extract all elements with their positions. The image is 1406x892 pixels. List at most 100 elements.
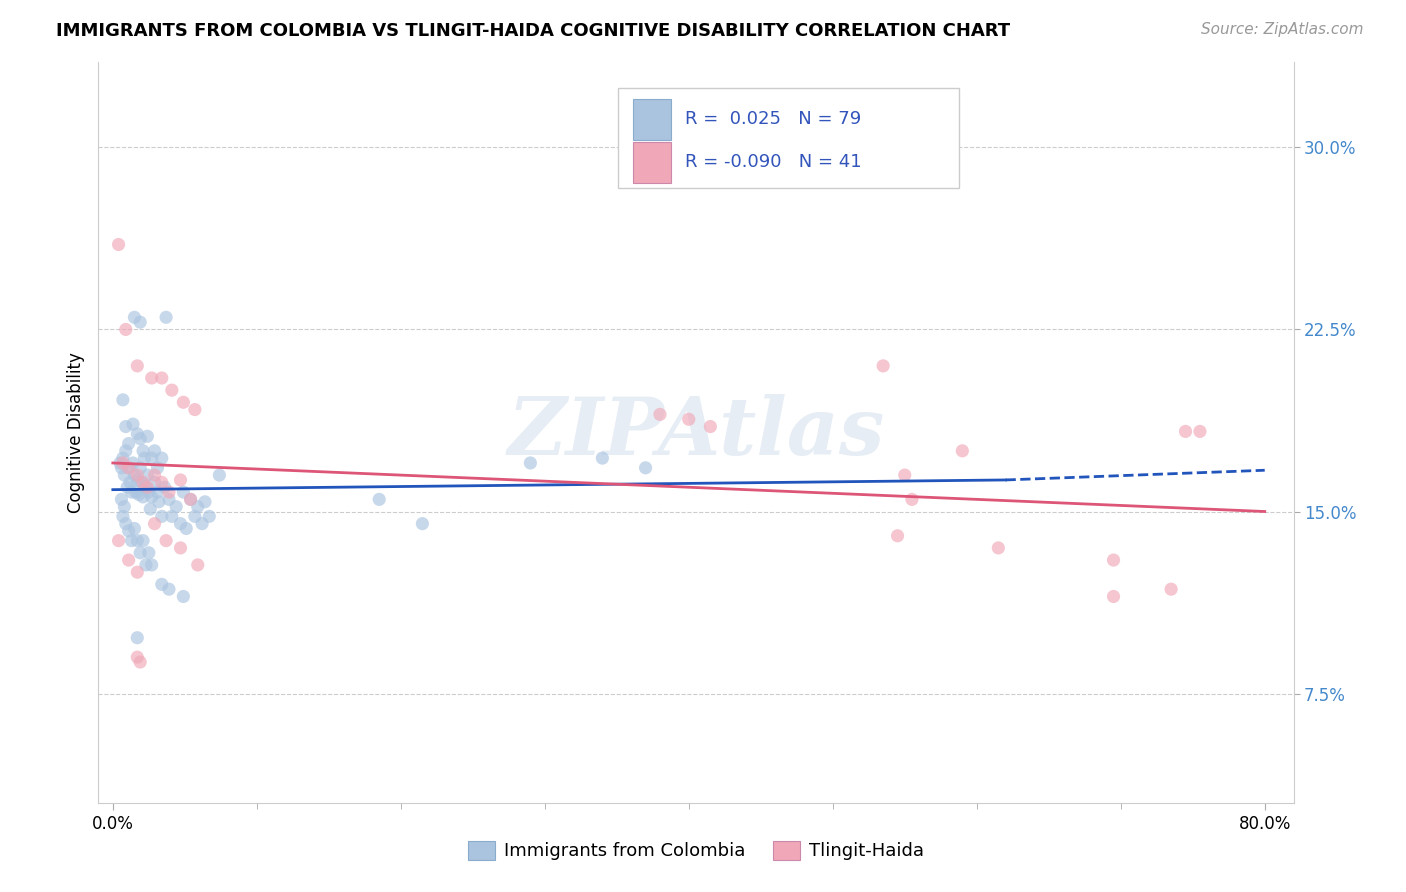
Point	[118, 460, 141, 475]
Point	[368, 492, 391, 507]
Point	[132, 533, 155, 548]
Point	[118, 436, 141, 450]
Point	[143, 475, 166, 490]
Text: R =  0.025   N = 79: R = 0.025 N = 79	[685, 111, 862, 128]
Point	[150, 451, 173, 466]
Point	[122, 456, 145, 470]
Point	[141, 490, 163, 504]
Point	[411, 516, 433, 531]
Point	[132, 475, 155, 490]
Point	[125, 485, 148, 500]
Point	[127, 468, 149, 483]
Y-axis label: Cognitive Disability: Cognitive Disability	[66, 352, 84, 513]
Point	[1102, 590, 1125, 604]
Point	[135, 480, 157, 494]
Point	[129, 315, 152, 329]
Point	[111, 451, 134, 466]
Point	[191, 516, 214, 531]
Point	[143, 516, 166, 531]
Point	[165, 500, 187, 514]
Point	[135, 558, 157, 572]
Point	[160, 383, 183, 397]
Text: IMMIGRANTS FROM COLOMBIA VS TLINGIT-HAIDA COGNITIVE DISABILITY CORRELATION CHART: IMMIGRANTS FROM COLOMBIA VS TLINGIT-HAID…	[56, 22, 1011, 40]
Point	[127, 631, 149, 645]
Point	[172, 485, 194, 500]
Point	[155, 310, 177, 325]
Point	[136, 480, 159, 494]
Point	[134, 451, 156, 466]
Point	[127, 473, 149, 487]
Point	[111, 509, 134, 524]
Point	[146, 485, 169, 500]
Point	[174, 521, 197, 535]
Point	[129, 460, 152, 475]
Point	[107, 533, 129, 548]
Point	[114, 419, 136, 434]
Point	[131, 475, 153, 490]
Point	[121, 533, 143, 548]
Point	[141, 371, 163, 385]
Point	[172, 590, 194, 604]
Point	[114, 322, 136, 336]
Point	[1174, 425, 1197, 439]
Point	[110, 460, 132, 475]
Point	[112, 500, 135, 514]
Point	[122, 417, 145, 431]
Point	[124, 468, 146, 483]
Point	[184, 509, 207, 524]
Point	[678, 412, 700, 426]
Point	[136, 468, 159, 483]
Point	[150, 577, 173, 591]
Bar	[633, 99, 671, 140]
Point	[169, 541, 191, 555]
Point	[634, 460, 657, 475]
Point	[114, 516, 136, 531]
Point	[160, 509, 183, 524]
Point	[150, 475, 173, 490]
Point	[120, 475, 142, 490]
Point	[987, 541, 1010, 555]
Bar	[619, 88, 959, 188]
Point	[111, 456, 134, 470]
Point	[129, 546, 152, 560]
Point	[138, 485, 160, 500]
Point	[129, 432, 152, 446]
Point	[157, 485, 180, 500]
Point	[153, 480, 176, 494]
Bar	[633, 142, 671, 183]
Point	[198, 509, 221, 524]
Text: R = -0.090   N = 41: R = -0.090 N = 41	[685, 153, 862, 171]
Point	[872, 359, 894, 373]
Point	[139, 502, 162, 516]
Point	[127, 533, 149, 548]
Point	[950, 443, 973, 458]
Point	[157, 492, 180, 507]
Point	[194, 495, 217, 509]
Point	[155, 533, 177, 548]
Point	[132, 443, 155, 458]
Point	[124, 310, 146, 325]
Legend: Immigrants from Colombia, Tlingit-Haida: Immigrants from Colombia, Tlingit-Haida	[468, 841, 924, 861]
Point	[118, 524, 141, 538]
Point	[127, 426, 149, 441]
Text: Source: ZipAtlas.com: Source: ZipAtlas.com	[1201, 22, 1364, 37]
Text: ZIPAtlas: ZIPAtlas	[508, 394, 884, 471]
Point	[150, 509, 173, 524]
Point	[129, 655, 152, 669]
Point	[172, 395, 194, 409]
Point	[1102, 553, 1125, 567]
Point	[180, 492, 202, 507]
Point	[128, 487, 150, 501]
Point	[187, 558, 209, 572]
Point	[886, 529, 908, 543]
Point	[111, 392, 134, 407]
Point	[150, 371, 173, 385]
Point	[124, 521, 146, 535]
Point	[187, 500, 209, 514]
Point	[127, 359, 149, 373]
Point	[108, 456, 131, 470]
Point	[1188, 425, 1211, 439]
Point	[184, 402, 207, 417]
Point	[110, 492, 132, 507]
Point	[127, 650, 149, 665]
